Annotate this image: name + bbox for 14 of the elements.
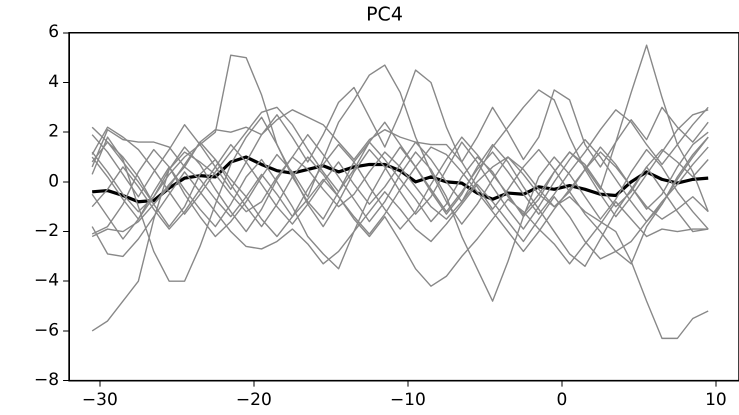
y-tick-label: −6 — [34, 320, 60, 340]
x-tick-label: 0 — [556, 390, 568, 410]
x-tick-label: −10 — [390, 390, 426, 410]
x-tick-label: 10 — [705, 390, 727, 410]
y-tick-label: 0 — [48, 171, 60, 192]
x-tick-label: −20 — [236, 390, 272, 410]
y-tick-label: 6 — [48, 22, 60, 42]
y-tick-label: −2 — [34, 220, 60, 241]
chart-title: PC4 — [366, 3, 403, 26]
y-tick-label: −8 — [34, 370, 60, 390]
y-tick-label: −4 — [34, 270, 60, 291]
y-tick-label: 4 — [48, 72, 60, 92]
x-tick-label: −30 — [82, 390, 118, 410]
y-tick-label: 2 — [48, 122, 60, 142]
